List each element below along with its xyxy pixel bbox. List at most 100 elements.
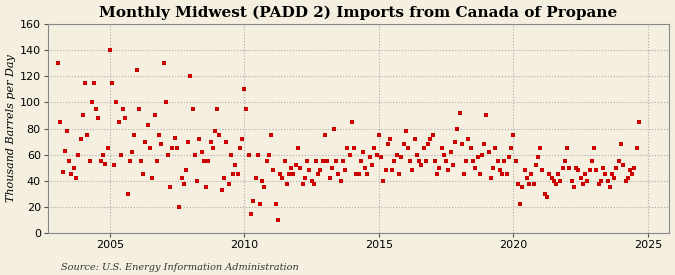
Point <box>163 153 173 157</box>
Point <box>369 146 379 150</box>
Point <box>136 159 146 163</box>
Point <box>392 153 402 157</box>
Point <box>544 172 555 177</box>
Point <box>470 166 481 170</box>
Point <box>190 153 200 157</box>
Point <box>329 126 340 131</box>
Point <box>232 172 243 177</box>
Point <box>485 176 496 180</box>
Point <box>219 176 230 180</box>
Point <box>528 181 539 186</box>
Point <box>304 168 315 173</box>
Point <box>607 172 618 177</box>
Point <box>295 166 306 170</box>
Point <box>225 153 236 157</box>
Point <box>259 185 270 190</box>
Point <box>589 146 599 150</box>
Point <box>423 142 433 147</box>
Point <box>580 172 591 177</box>
Point <box>566 179 577 183</box>
Point <box>378 179 389 183</box>
Point <box>346 120 357 124</box>
Point <box>122 192 133 196</box>
Point <box>165 185 176 190</box>
Point <box>158 61 169 65</box>
Point <box>180 168 191 173</box>
Point <box>427 133 438 137</box>
Point <box>535 146 545 150</box>
Point <box>156 142 167 147</box>
Point <box>631 146 642 150</box>
Point <box>499 159 510 163</box>
Point <box>293 146 304 150</box>
Point <box>483 150 494 154</box>
Point <box>270 202 281 207</box>
Point <box>84 159 95 163</box>
Point <box>277 176 288 180</box>
Point <box>526 172 537 177</box>
Point <box>64 159 75 163</box>
Point <box>53 61 63 65</box>
Point <box>364 155 375 160</box>
Point <box>333 172 344 177</box>
Point <box>68 166 79 170</box>
Point <box>614 159 624 163</box>
Point <box>456 142 467 147</box>
Point <box>210 129 221 133</box>
Point <box>194 137 205 141</box>
Point <box>78 113 88 118</box>
Point <box>553 172 564 177</box>
Point <box>548 179 559 183</box>
Point <box>600 172 611 177</box>
Point <box>171 146 182 150</box>
Point <box>358 150 369 154</box>
Point <box>367 163 377 167</box>
Point <box>144 146 155 150</box>
Point <box>75 137 86 141</box>
Point <box>510 159 521 163</box>
Point <box>254 202 265 207</box>
Point <box>349 146 360 150</box>
Point <box>203 159 214 163</box>
Point <box>227 172 238 177</box>
Point <box>475 172 485 177</box>
Point <box>100 162 111 166</box>
Point <box>405 159 416 163</box>
Point <box>488 166 499 170</box>
Point <box>167 146 178 150</box>
Point <box>618 163 628 167</box>
Point <box>398 142 409 147</box>
Point <box>223 181 234 186</box>
Point <box>514 202 525 207</box>
Point <box>519 168 530 173</box>
Point <box>149 113 160 118</box>
Point <box>241 107 252 111</box>
Point <box>396 155 406 160</box>
Point <box>207 146 218 150</box>
Point <box>616 142 626 147</box>
Point <box>425 137 436 141</box>
Point <box>221 139 232 144</box>
Point <box>331 159 342 163</box>
Point <box>533 155 543 160</box>
Point <box>338 159 348 163</box>
Point <box>284 172 294 177</box>
Point <box>508 133 519 137</box>
Point <box>479 142 489 147</box>
Point <box>111 100 122 104</box>
Point <box>319 133 330 137</box>
Point <box>151 159 162 163</box>
Point <box>86 100 97 104</box>
Point <box>264 153 275 157</box>
Point <box>275 172 286 177</box>
Point <box>140 139 151 144</box>
Y-axis label: Thousand Barrels per Day: Thousand Barrels per Day <box>5 55 16 202</box>
Point <box>115 153 126 157</box>
Point <box>127 150 138 154</box>
Point <box>385 137 396 141</box>
Point <box>131 67 142 72</box>
Point <box>173 205 184 209</box>
Point <box>95 159 106 163</box>
Point <box>80 81 90 85</box>
Point <box>340 168 350 173</box>
